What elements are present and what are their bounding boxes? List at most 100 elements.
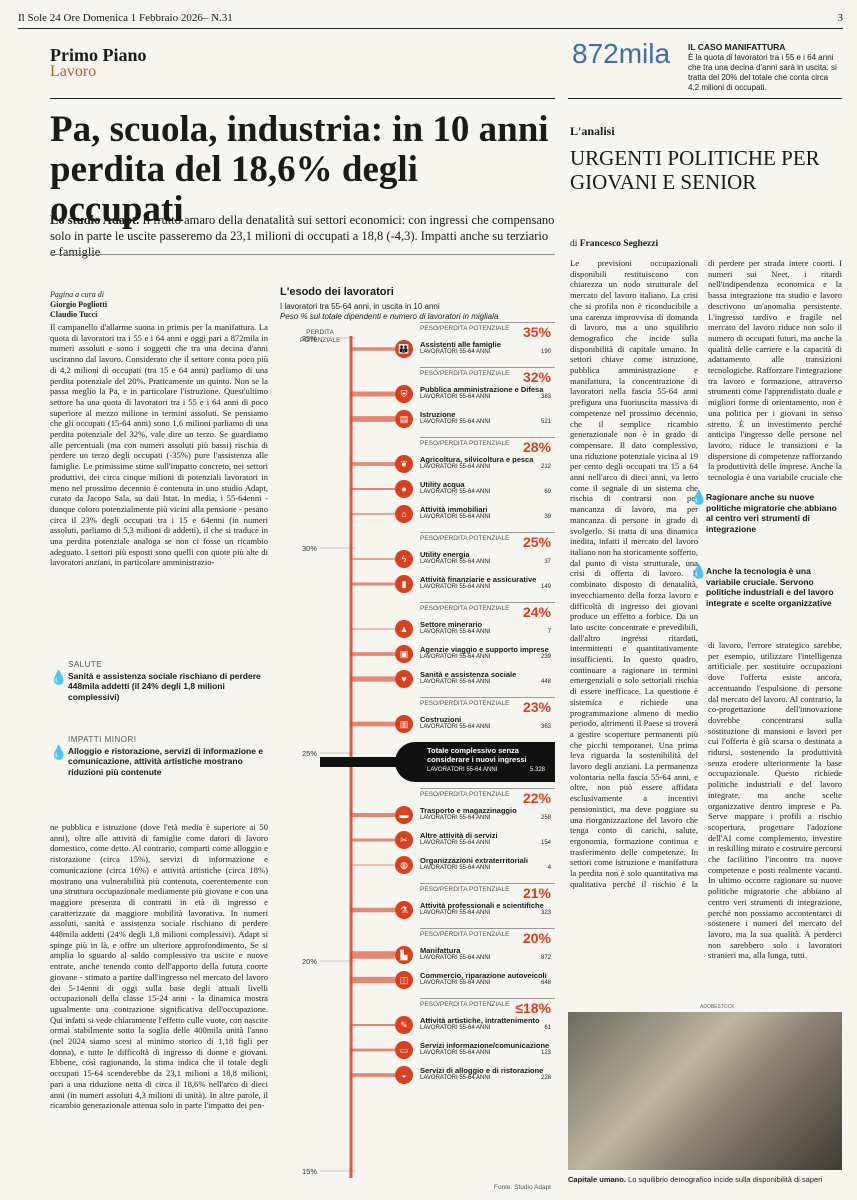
drop-icon: ●: [395, 480, 413, 498]
sector-name: Attività artistiche, intrattenimento: [420, 1016, 540, 1025]
byline-prefix: di: [570, 239, 578, 249]
page-number: 3: [837, 12, 844, 24]
sector-row: Utility energia LAVORATORI 55-64 ANNI 37: [420, 550, 555, 565]
total-box: Totale complessivo senza considerare i n…: [395, 742, 555, 782]
truck-icon: ▬: [395, 806, 413, 824]
sector-row: Commercio, riparazione autoveicoli LAVORA…: [420, 971, 555, 986]
chart-subtitle: I lavoratori tra 55-64 anni, in uscita i…: [280, 302, 550, 322]
callout-impatti: 💧 IMPATTI MINORI Alloggio e ristorazione…: [50, 735, 268, 777]
laptop-icon: ▭: [395, 1041, 413, 1059]
analysis-author: Francesco Seghezzi: [579, 239, 659, 249]
sector-sub-label: LAVORATORI 55-64 ANNI: [420, 955, 491, 961]
summary-lead: Lo studio Adapt.: [50, 213, 140, 227]
total-label: Totale complessivo senza considerare i n…: [427, 746, 527, 764]
sector-row: Settore minerario LAVORATORI 55-64 ANNI 7: [420, 620, 555, 635]
sector-row: Attività professionali e scientifiche LAV…: [420, 901, 555, 916]
workers-photo: [568, 1012, 842, 1170]
sector-row: Servizi informazione/comunicazione LAVORA…: [420, 1041, 555, 1056]
sector-name: Servizi informazione/comunicazione: [420, 1041, 550, 1050]
group-percent: 25%: [522, 534, 551, 550]
sector-sub: LAVORATORI 55-64 ANNI 123: [420, 1050, 555, 1056]
shield-icon: ⛨: [395, 385, 413, 403]
group-header-label: PESO/PERDITA POTENZIALE: [420, 535, 510, 542]
sector-name: Attività finanziarie e assicurative: [420, 575, 537, 584]
callout-text: Sanità e assistenza sociale rischiano di…: [68, 670, 261, 702]
sector-value: 37: [544, 559, 551, 565]
sector-value: 7: [547, 629, 551, 635]
sector-sub-label: LAVORATORI 55-64 ANNI: [420, 559, 491, 565]
sector-row: Utility acqua LAVORATORI 55-64 ANNI 69: [420, 480, 555, 495]
sector-name: Agricoltura, silvicoltura e pesca: [420, 455, 534, 464]
sector-sub: LAVORATORI 55-64 ANNI 258: [420, 815, 555, 821]
factory-icon: ▙: [395, 946, 413, 964]
section-title: Primo Piano: [50, 45, 147, 65]
leaf-icon: ❦: [395, 455, 413, 473]
sector-row: Costruzioni LAVORATORI 55-64 ANNI 363: [420, 715, 555, 730]
sector-sub-label: LAVORATORI 55-64 ANNI: [420, 910, 491, 916]
book-icon: ▤: [395, 410, 413, 428]
sector-name: Costruzioni: [420, 715, 462, 724]
summary-rule: [50, 254, 555, 255]
callout-label: SALUTE: [68, 660, 103, 669]
summary: Lo studio Adapt. Il frutto amaro della d…: [50, 212, 555, 260]
sector-value: 39: [544, 514, 551, 520]
sector-row: Pubblica amministrazione e Difesa LAVORAT…: [420, 385, 555, 400]
chart-group: PESO/PERDITA POTENZIALE 35%: [420, 322, 555, 340]
group-header: PESO/PERDITA POTENZIALE 32%: [420, 367, 555, 385]
sector-name: Utility acqua: [420, 480, 465, 489]
sector-sub: LAVORATORI 55-64 ANNI 190: [420, 349, 555, 355]
group-percent: 23%: [522, 699, 551, 715]
sector-row: Attività immobiliari LAVORATORI 55-64 ANN…: [420, 505, 555, 520]
family-icon: 👪: [395, 340, 413, 358]
sector-sub: LAVORATORI 55-64 ANNI 4: [420, 865, 555, 871]
sector-name: Trasporto e magazzinaggio: [420, 806, 517, 815]
sector-name: Servizi di alloggio e di ristorazione: [420, 1066, 544, 1075]
sector-value: 61: [544, 1025, 551, 1031]
chart-group: PESO/PERDITA POTENZIALE 23%: [420, 697, 555, 715]
top-rule: [18, 28, 843, 29]
group-percent: 20%: [522, 930, 551, 946]
sector-sub-label: LAVORATORI 55-64 ANNI: [420, 464, 491, 470]
photo-caption: Capitale umano. Lo squilibrio demografic…: [568, 1175, 842, 1184]
group-header: PESO/PERDITA POTENZIALE 22%: [420, 788, 555, 806]
axis-title: PERDITA POTENZIALE: [300, 329, 341, 344]
total-value: 5.328: [529, 767, 545, 773]
sector-sub: LAVORATORI 55-64 ANNI 228: [420, 1075, 555, 1081]
sector-value: 323: [540, 910, 551, 916]
total-sub-label: LAVORATORI 55-64 ANNI: [427, 767, 498, 773]
chart-subtitle-1: I lavoratori tra 55-64 anni, in uscita i…: [280, 302, 440, 311]
group-percent: 32%: [522, 369, 551, 385]
callout-salute: 💧 SALUTE Sanità e assistenza sociale ris…: [50, 660, 268, 702]
globe-icon: ◍: [395, 856, 413, 874]
sector-sub-label: LAVORATORI 55-64 ANNI: [420, 419, 491, 425]
group-percent: 35%: [522, 324, 551, 340]
group-header: PESO/PERDITA POTENZIALE 23%: [420, 697, 555, 715]
chart-title: L'esodo dei lavoratori: [280, 286, 394, 298]
sector-sub-label: LAVORATORI 55-64 ANNI: [420, 815, 491, 821]
sector-sub-label: LAVORATORI 55-64 ANNI: [420, 724, 491, 730]
group-percent: 21%: [522, 885, 551, 901]
callout-text: Alloggio e ristorazione, servizi di info…: [68, 745, 264, 777]
sector-name: Settore minerario: [420, 620, 483, 629]
sector-sub-label: LAVORATORI 55-64 ANNI: [420, 865, 491, 871]
food-icon: ◒: [395, 1066, 413, 1084]
headline: Pa, scuola, industria: in 10 anni perdit…: [50, 109, 549, 230]
sector-row: Servizi di alloggio e di ristorazione LAV…: [420, 1066, 555, 1081]
sector-sub-label: LAVORATORI 55-64 ANNI: [420, 394, 491, 400]
sector-name: Attività professionali e scientifiche: [420, 901, 544, 910]
article-column-1b: ne pubblica e istruzione (dove l'età med…: [50, 822, 268, 1111]
analysis-callout-1: 💧 Ragionare anche su nuove politiche mig…: [690, 490, 840, 534]
sector-sub: LAVORATORI 55-64 ANNI 69: [420, 489, 555, 495]
sector-sub-label: LAVORATORI 55-64 ANNI: [420, 679, 491, 685]
sector-sub-label: LAVORATORI 55-64 ANNI: [420, 1050, 491, 1056]
analysis-rule: [568, 98, 842, 99]
sector-value: 149: [540, 584, 551, 590]
sector-value: 123: [540, 1050, 551, 1056]
chart-source: Fonte: Studio Adapt: [493, 1184, 551, 1191]
sector-row: Attività artistiche, intrattenimento LAVO…: [420, 1016, 555, 1031]
box-big-number: 872mila: [572, 38, 671, 69]
sector-value: 4: [547, 865, 551, 871]
axis-tick-label: 15%: [302, 1167, 318, 1176]
flask-icon: ⚗: [395, 901, 413, 919]
group-header-label: PESO/PERDITA POTENZIALE: [420, 1001, 510, 1008]
